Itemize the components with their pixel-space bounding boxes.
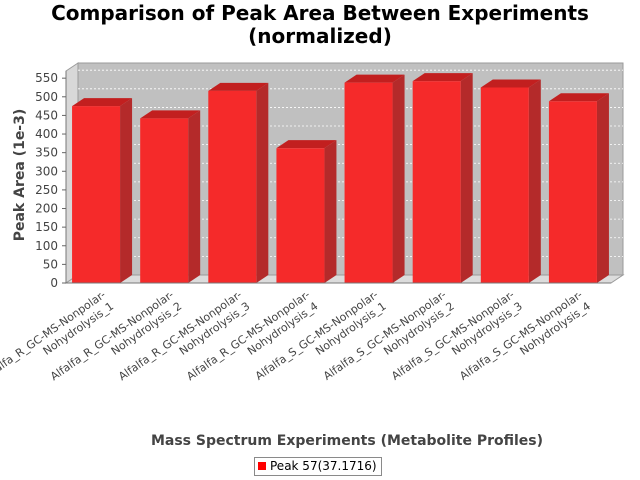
bar-front [344, 82, 393, 283]
bar-top [412, 73, 473, 82]
legend: Peak 57(37.1716) [254, 457, 382, 476]
bar-front [72, 106, 121, 283]
y-tick-labels: 0 50 100 150 200 250 300 350 400 450 500 550 [35, 71, 66, 290]
bar-front [276, 148, 325, 283]
bar-side [120, 98, 133, 283]
bar-top [548, 93, 609, 102]
legend-swatch [258, 462, 266, 470]
bar-side [596, 93, 609, 283]
y-tick-label: 150 [35, 220, 58, 234]
chart-title: Comparison of Peak Area Between Experime… [0, 2, 640, 48]
axes [65, 71, 611, 284]
bar [140, 110, 201, 284]
bar-top [72, 98, 133, 107]
y-tick-label: 300 [35, 164, 58, 178]
bar [412, 73, 473, 283]
bar [344, 74, 405, 283]
bar-front [412, 81, 461, 283]
y-tick-label: 500 [35, 90, 58, 104]
y-tick-label: 550 [35, 71, 58, 85]
bar-side [528, 79, 541, 283]
bar [208, 82, 269, 284]
bar-side [392, 74, 405, 283]
bar-side [324, 140, 337, 283]
y-tick-label: 200 [35, 202, 58, 216]
bar-top [140, 110, 201, 119]
y-tick-label: 400 [35, 127, 58, 141]
bar-top [480, 79, 541, 88]
bar-front [208, 90, 257, 284]
bar-series [72, 73, 609, 284]
bar-top [276, 140, 337, 149]
bar [276, 140, 337, 283]
bar-top [208, 82, 269, 91]
y-tick-label: 450 [35, 108, 58, 122]
bar [480, 79, 541, 283]
y-tick-label: 350 [35, 146, 58, 160]
y-tick-label: 250 [35, 183, 58, 197]
y-axis-label: Peak Area (1e-3) [12, 109, 28, 242]
bar-front [548, 101, 597, 283]
y-tick-label: 50 [43, 257, 58, 271]
bar-side [460, 73, 473, 283]
chart-title-line-2: (normalized) [248, 24, 392, 48]
bar-top [344, 74, 405, 83]
bar-front [140, 118, 189, 284]
y-tick-label: 100 [35, 239, 58, 253]
chart-title-line-1: Comparison of Peak Area Between Experime… [51, 1, 589, 25]
bar [72, 98, 133, 283]
bar-side [188, 110, 201, 284]
y-tick-label: 0 [50, 276, 58, 290]
bar-side [256, 82, 269, 284]
bar-front [480, 87, 529, 283]
x-axis-label: Mass Spectrum Experiments (Metabolite Pr… [151, 433, 543, 449]
bar [548, 93, 609, 283]
legend-label: Peak 57(37.1716) [270, 459, 377, 473]
x-tick-labels: Alfalfa_R_GC-MS-Nonpolar-Nohydrolysis_1A… [0, 288, 593, 383]
